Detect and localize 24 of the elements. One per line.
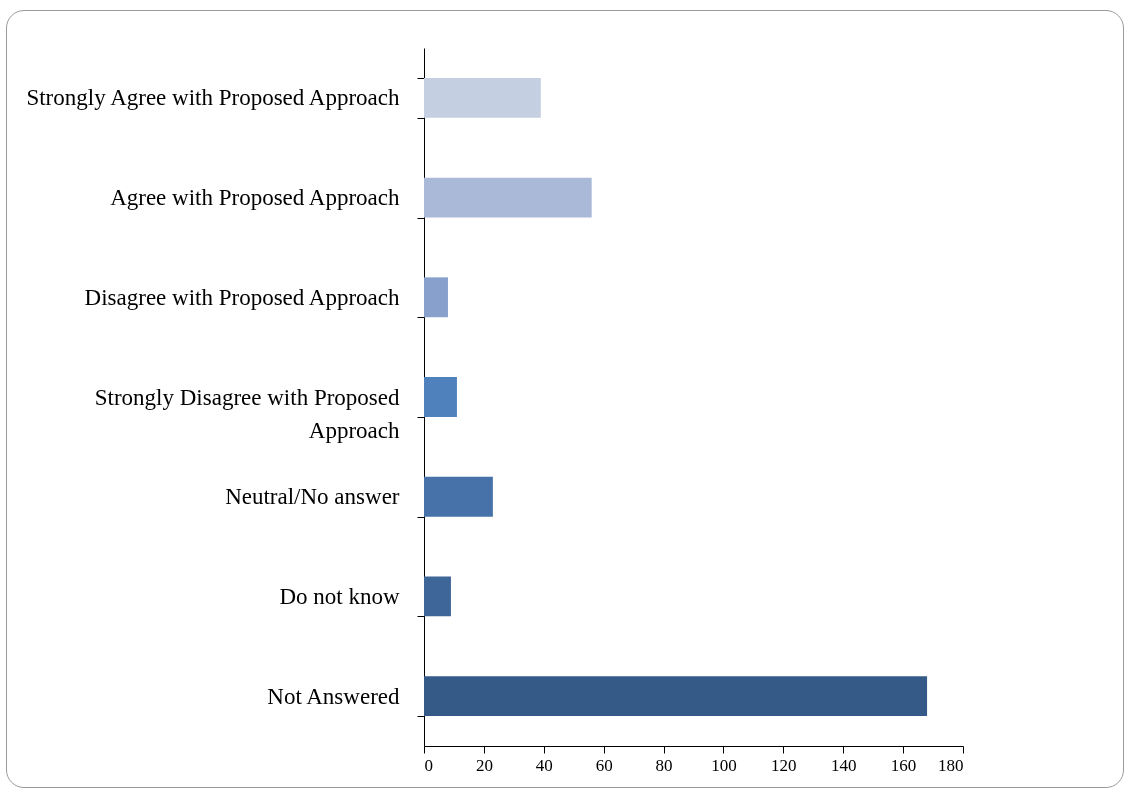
y-tick-label: Strongly Agree with Proposed Approach: [26, 85, 400, 111]
x-tick-label: 20: [475, 755, 493, 775]
x-tick-label: 80: [655, 755, 673, 775]
y-tick-label: Disagree with Proposed Approach: [84, 284, 400, 310]
y-tick-label: Do not know: [279, 583, 400, 609]
x-tick-label: 0: [424, 755, 433, 775]
y-tick-label: Strongly Disagree with Proposed Approach: [94, 384, 400, 443]
bar: [424, 177, 592, 218]
y-tick-label: Neutral/No answer: [225, 484, 400, 510]
bar: [424, 576, 451, 617]
y-tick-label: Agree with Proposed Approach: [110, 185, 400, 211]
x-tick-label: 60: [595, 755, 613, 775]
bar: [424, 377, 457, 417]
y-tick-label: Not Answered: [267, 683, 400, 709]
x-tick-label: 40: [535, 755, 553, 775]
x-tick-label: 100: [711, 755, 737, 775]
bar: [424, 476, 493, 517]
bar: [424, 676, 928, 717]
x-tick-label: 180: [938, 755, 964, 775]
x-tick-label: 140: [830, 755, 857, 775]
bar: [424, 77, 541, 118]
bar: [424, 277, 448, 318]
x-tick-label: 160: [890, 755, 917, 775]
x-tick-label: 120: [771, 755, 797, 775]
